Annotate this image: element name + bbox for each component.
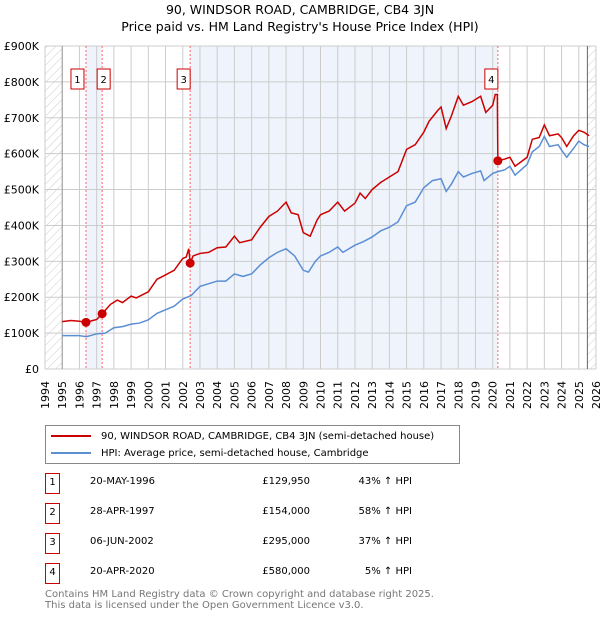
price-chart: 1994 1995 1996 1997 1998 1999 2000 2001 2002 2003… <box>4 40 600 409</box>
sale-hpi-diff: 58% ↑ HPI <box>358 506 412 517</box>
x-tick-label: 2021 <box>504 381 517 409</box>
shaded-period <box>85 46 103 369</box>
sale-date: 20-MAY-1996 <box>90 476 156 487</box>
legend-hpi: HPI: Average price, semi-detached house,… <box>101 447 369 459</box>
sale-label-box <box>176 68 191 90</box>
sale-point <box>97 309 107 319</box>
sale-label-box <box>96 68 111 90</box>
x-tick-label: 2013 <box>366 381 379 409</box>
sale-label-box <box>484 68 499 90</box>
sale-date: 06-JUN-2002 <box>90 536 154 547</box>
x-tick-label: 2016 <box>418 381 431 409</box>
x-tick-label: 2012 <box>349 381 362 409</box>
x-tick-label: 2002 <box>177 381 190 409</box>
chart-title: 90, WINDSOR ROAD, CAMBRIDGE, CB4 3JN <box>165 2 435 17</box>
y-tick-label: £800K <box>4 76 40 89</box>
x-tick-label: 2023 <box>538 381 551 409</box>
x-tick-label: 2009 <box>297 381 310 409</box>
x-tick-label: 1994 <box>39 381 52 409</box>
x-tick-label: 2005 <box>228 381 241 409</box>
sale-hpi-diff: 43% ↑ HPI <box>358 476 412 487</box>
sale-number-badge: 1 <box>45 473 60 494</box>
sale-point <box>493 156 503 166</box>
hatched-region <box>45 46 63 369</box>
x-tick-label: 2000 <box>142 381 155 409</box>
hatched-region <box>587 46 596 369</box>
sale-label: 2 <box>100 75 106 86</box>
sale-point <box>81 317 91 327</box>
legend-property: 90, WINDSOR ROAD, CAMBRIDGE, CB4 3JN (se… <box>101 430 435 442</box>
x-tick-label: 2010 <box>315 381 328 409</box>
sale-price: £129,950 <box>262 476 310 487</box>
y-tick-label: £200K <box>4 291 40 304</box>
y-tick-label: £900K <box>4 40 40 53</box>
legend-red-line <box>51 435 91 437</box>
sale-number-badge: 2 <box>45 503 60 524</box>
sale-number-badge: 3 <box>45 533 60 554</box>
x-tick-label: 1995 <box>56 381 69 409</box>
sale-row: 4 20-APR-2020 £580,000 5% ↑ HPI <box>45 563 465 584</box>
sale-hpi-diff: 5% ↑ HPI <box>364 566 412 577</box>
y-tick-label: £600K <box>4 148 40 161</box>
x-tick-label: 2003 <box>194 381 207 409</box>
x-tick-label: 2011 <box>332 381 345 409</box>
sale-date: 28-APR-1997 <box>90 506 155 517</box>
y-tick-label: £700K <box>4 112 40 125</box>
y-tick-label: £300K <box>4 255 40 268</box>
legend: 90, WINDSOR ROAD, CAMBRIDGE, CB4 3JN (se… <box>45 425 460 464</box>
series-line <box>62 134 590 338</box>
series-line <box>62 93 590 324</box>
x-tick-label: 2026 <box>590 381 600 409</box>
y-tick-label: £400K <box>4 219 40 232</box>
sale-number-badge: 4 <box>45 563 60 584</box>
sale-row: 3 06-JUN-2002 £295,000 37% ↑ HPI <box>45 533 465 554</box>
x-tick-label: 2008 <box>280 381 293 409</box>
x-tick-label: 2004 <box>211 381 224 409</box>
x-tick-label: 2018 <box>452 381 465 409</box>
x-tick-label: 2022 <box>521 381 534 409</box>
sale-row: 2 28-APR-1997 £154,000 58% ↑ HPI <box>45 503 465 524</box>
x-tick-label: 1996 <box>73 381 86 409</box>
x-tick-label: 2017 <box>435 381 448 409</box>
sale-hpi-diff: 37% ↑ HPI <box>358 536 412 547</box>
sale-point <box>185 258 195 268</box>
x-tick-label: 1999 <box>125 381 138 409</box>
y-tick-label: £100K <box>4 327 40 340</box>
sale-price: £154,000 <box>262 506 310 517</box>
sale-price: £295,000 <box>262 536 310 547</box>
x-tick-label: 2020 <box>487 381 500 409</box>
y-tick-label: £500K <box>4 184 40 197</box>
x-tick-label: 2025 <box>573 381 586 409</box>
x-tick-label: 2015 <box>401 381 414 409</box>
sale-label: 1 <box>74 75 80 86</box>
x-tick-label: 2014 <box>383 381 396 409</box>
sale-row: 1 20-MAY-1996 £129,950 43% ↑ HPI <box>45 473 465 494</box>
x-tick-label: 1998 <box>108 381 121 409</box>
x-tick-label: 2024 <box>556 381 569 409</box>
x-tick-label: 1997 <box>91 381 104 409</box>
x-tick-label: 2019 <box>469 381 482 409</box>
legend-blue-line <box>51 452 91 454</box>
shaded-period <box>190 46 498 369</box>
x-tick-label: 2001 <box>160 381 173 409</box>
y-tick-label: £0 <box>25 363 39 376</box>
footer-line-1: Contains HM Land Registry data © Crown c… <box>45 589 434 600</box>
sale-label-box <box>70 68 85 90</box>
sale-date: 20-APR-2020 <box>90 566 155 577</box>
sale-label: 4 <box>488 75 494 86</box>
x-tick-label: 2007 <box>263 381 276 409</box>
sale-label: 3 <box>180 75 186 86</box>
chart-subtitle: Price paid vs. HM Land Registry's House … <box>121 19 479 34</box>
x-tick-label: 2006 <box>246 381 259 409</box>
sale-price: £580,000 <box>262 566 310 577</box>
footer-line-2: This data is licensed under the Open Gov… <box>45 600 364 611</box>
